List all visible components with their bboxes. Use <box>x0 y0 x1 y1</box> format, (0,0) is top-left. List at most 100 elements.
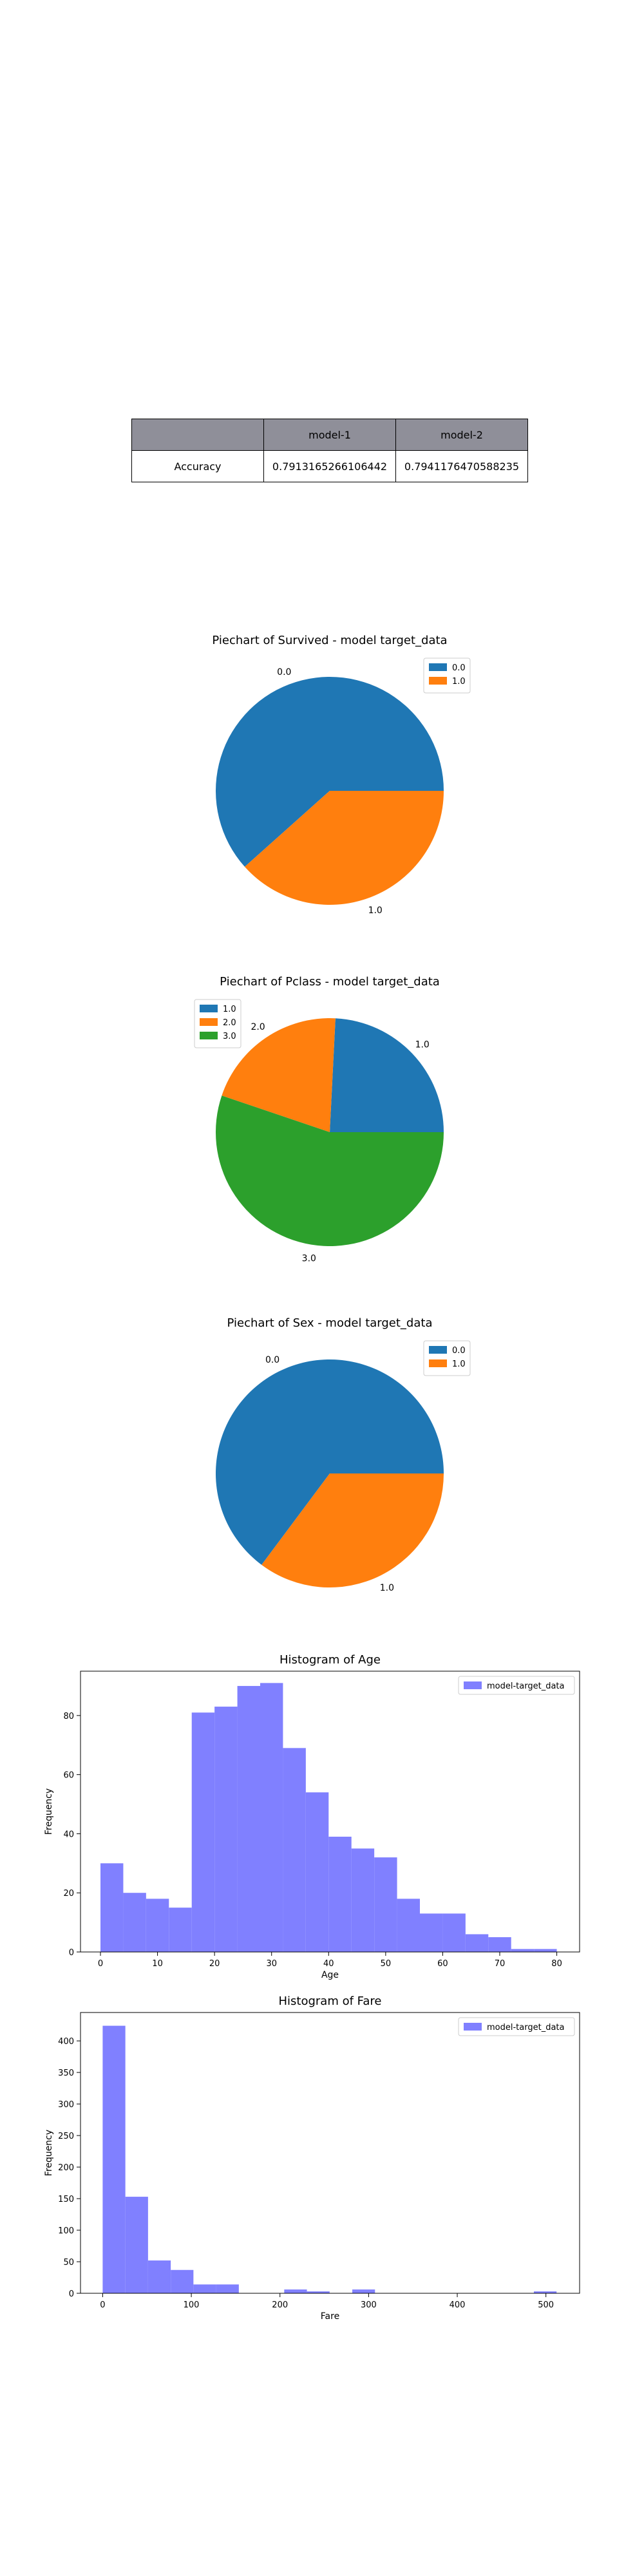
histogram-bar <box>100 1863 124 1952</box>
chart-title: Histogram of Age <box>279 1653 381 1667</box>
pie-slice <box>216 676 444 867</box>
legend-swatch <box>464 2023 482 2031</box>
y-tick-label: 80 <box>63 1712 74 1721</box>
accuracy-table: model-1 model-2 Accuracy 0.7913165266106… <box>131 419 528 482</box>
legend-label: model-target_data <box>487 1681 564 1691</box>
histogram-bar <box>102 2025 126 2293</box>
histogram-bar <box>146 1899 169 1952</box>
y-tick-label: 100 <box>58 2226 74 2236</box>
x-tick-label: 60 <box>437 1959 448 1969</box>
histogram-bar <box>351 1848 375 1952</box>
plot-frame <box>80 2012 580 2294</box>
x-tick-label: 400 <box>450 2300 466 2310</box>
x-axis-label: Fare <box>321 2311 339 2322</box>
pie-slice <box>216 1359 444 1565</box>
pie-label: 1.0 <box>368 905 383 916</box>
x-tick-label: 30 <box>266 1959 277 1969</box>
chart-title: Histogram of Fare <box>279 1994 382 2008</box>
legend-swatch <box>429 663 447 671</box>
pie-label: 2.0 <box>251 1022 265 1032</box>
legend-swatch <box>429 1346 447 1354</box>
legend-box <box>458 1676 575 1695</box>
legend-label: 3.0 <box>223 1032 236 1041</box>
histogram-bar <box>352 2289 375 2293</box>
y-tick-label: 60 <box>63 1771 74 1781</box>
histogram-bar <box>237 1685 260 1952</box>
histogram-bar <box>374 1857 397 1952</box>
legend-swatch <box>429 677 447 685</box>
x-axis-label: Age <box>321 1970 339 1980</box>
y-tick-label: 20 <box>63 1889 74 1899</box>
histogram-bar <box>171 2269 194 2293</box>
histogram-bar <box>214 1707 238 1952</box>
histogram-bar <box>191 1712 215 1952</box>
pie-label: 0.0 <box>265 1355 279 1365</box>
y-tick-label: 350 <box>58 2069 74 2078</box>
histogram-bar <box>283 1748 306 1952</box>
histogram-bar <box>442 1913 466 1952</box>
y-tick-label: 200 <box>58 2163 74 2173</box>
histogram-bar <box>147 2260 171 2293</box>
table-header-row: model-1 model-2 <box>131 419 528 451</box>
pie-slice <box>244 791 444 905</box>
table-header-cell: model-1 <box>263 419 396 451</box>
histogram-bar <box>328 1837 352 1952</box>
y-axis-label: Frequency <box>44 2130 54 2176</box>
y-tick-label: 40 <box>63 1830 74 1839</box>
x-tick-label: 0 <box>98 1959 103 1969</box>
x-tick-label: 20 <box>209 1959 220 1969</box>
histogram-age: Histogram of Age 0 10 20 30 40 50 60 70 80 0 20 40 60… <box>44 1653 580 1980</box>
y-tick-label: 150 <box>58 2195 74 2204</box>
chart-title: Piechart of Survived - model target_data <box>212 634 447 647</box>
pie-label: 0.0 <box>277 667 291 677</box>
pie-label: 1.0 <box>380 1583 394 1593</box>
y-tick-label: 400 <box>58 2037 74 2047</box>
histogram-bar <box>216 2284 239 2293</box>
legend-swatch <box>464 1681 482 1689</box>
legend-swatch <box>429 1359 447 1367</box>
histogram-bar <box>305 1792 329 1952</box>
chart-title: Piechart of Sex - model target_data <box>227 1316 433 1330</box>
y-tick-label: 250 <box>58 2132 74 2141</box>
histogram-bar <box>125 2197 148 2293</box>
histogram-bar <box>534 1949 557 1952</box>
x-tick-label: 10 <box>152 1959 163 1969</box>
table-header-cell: model-2 <box>395 419 528 451</box>
x-tick-label: 50 <box>381 1959 392 1969</box>
table-cell: Accuracy <box>131 450 264 482</box>
pie-slice <box>222 1018 336 1132</box>
table-cell: 0.7913165266106442 <box>263 450 396 482</box>
pie-slice <box>330 1018 444 1132</box>
pie-chart-pclass: Piechart of Pclass - model target_data 1.… <box>194 975 444 1264</box>
histogram-bar <box>465 1934 489 1952</box>
histogram-bar <box>420 1913 443 1952</box>
table-cell: 0.7941176470588235 <box>395 450 528 482</box>
pie-slice <box>216 1095 444 1246</box>
x-tick-label: 40 <box>323 1959 334 1969</box>
legend-label: 0.0 <box>452 1346 466 1356</box>
histogram-bar <box>193 2284 216 2293</box>
chart-title: Piechart of Pclass - model target_data <box>220 975 440 989</box>
histogram-bar <box>260 1683 283 1952</box>
table-row: Accuracy 0.7913165266106442 0.7941176470… <box>131 450 528 482</box>
x-tick-label: 100 <box>184 2300 200 2310</box>
pie-chart-survived: Piechart of Survived - model target_data… <box>212 634 471 916</box>
legend-label: 0.0 <box>452 663 466 673</box>
histogram-bar <box>488 1937 511 1952</box>
y-tick-label: 0 <box>69 2289 74 2299</box>
y-axis-label: Frequency <box>44 1788 54 1835</box>
legend-label: 1.0 <box>452 677 466 687</box>
histogram-bar <box>533 2291 557 2293</box>
x-tick-label: 70 <box>495 1959 506 1969</box>
y-tick-label: 0 <box>69 1948 74 1958</box>
histogram-bar <box>397 1899 420 1952</box>
histogram-bar <box>169 1908 192 1952</box>
table-header-cell <box>131 419 264 451</box>
x-tick-label: 500 <box>538 2300 554 2310</box>
legend-swatch <box>200 1005 218 1012</box>
histogram-fare: Histogram of Fare 0 100 200 300 400 500 0 50 100 1… <box>44 1994 580 2322</box>
pie-label: 1.0 <box>415 1039 430 1050</box>
histogram-bar <box>307 2291 330 2293</box>
histogram-bar <box>511 1949 535 1952</box>
plot-frame <box>80 1671 580 1953</box>
